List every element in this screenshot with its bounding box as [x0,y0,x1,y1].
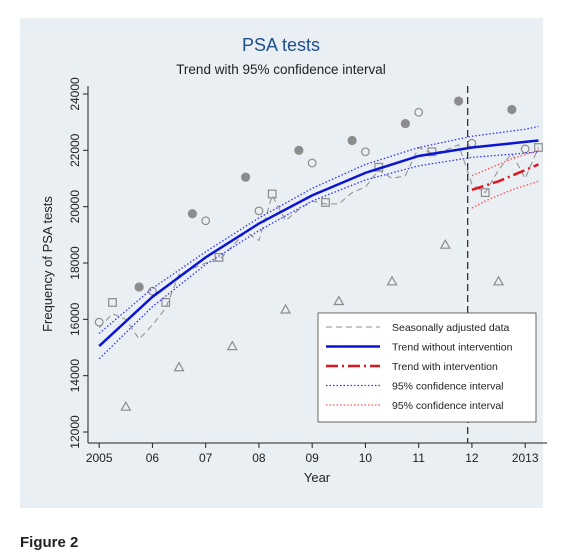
x-tick-label: 09 [305,451,319,465]
point [534,143,543,152]
legend-box [317,312,537,423]
line [98,151,539,360]
x-tick-label: 11 [412,451,425,465]
point [333,295,345,306]
point [307,158,317,168]
x-tick-label: 10 [359,451,373,465]
point [201,216,211,226]
point [254,206,264,216]
point [439,238,451,249]
line [98,139,539,348]
point [241,172,251,182]
point [280,303,292,314]
point [347,135,357,146]
point [94,317,104,327]
x-tick-label: 08 [252,451,266,465]
legend-label: 95% confidence interval [392,400,504,412]
point [361,147,370,157]
point [148,286,157,296]
figure-caption: Figure 2 [20,534,78,550]
y-tick-label: 22000 [68,133,82,167]
point [120,400,132,411]
x-tick-label: 2005 [86,451,113,465]
y-axis-label: Frequency of PSA tests [40,196,55,332]
point [108,298,117,307]
chart-panel [20,18,543,508]
y-tick-label: 20000 [68,190,82,224]
point [226,340,238,351]
point [321,198,330,207]
point [267,189,277,199]
y-tick-label: 14000 [68,359,82,393]
chart-subtitle: Trend with 95% confidence interval [176,62,386,77]
x-tick-label: 12 [465,451,479,465]
point [386,275,398,286]
point [507,104,517,115]
legend-label: Seasonally adjusted data [392,322,509,334]
point [294,145,304,155]
y-tick-label: 24000 [68,77,82,111]
x-tick-label: 2013 [512,451,539,465]
line [98,125,539,334]
y-tick-label: 16000 [68,302,82,336]
line [471,163,539,191]
x-tick-label: 07 [199,451,213,465]
point [454,96,464,106]
point [161,298,171,307]
point [214,252,224,262]
legend-label: Trend with intervention [392,361,498,373]
x-axis-label: Year [304,470,331,485]
chart-title: PSA tests [242,35,320,55]
point [187,209,197,219]
point [520,144,530,154]
x-tick-label: 06 [146,451,160,465]
y-tick-label: 18000 [68,246,82,280]
legend-label: Trend without intervention [392,342,513,354]
point [173,361,185,372]
point [134,282,144,292]
point [493,275,505,286]
line [98,144,539,340]
line [471,180,539,209]
point [414,107,424,117]
legend-label: 95% confidence interval [392,381,504,393]
point [400,118,410,129]
line [471,149,539,177]
point [480,188,490,197]
y-tick-label: 12000 [68,415,82,449]
